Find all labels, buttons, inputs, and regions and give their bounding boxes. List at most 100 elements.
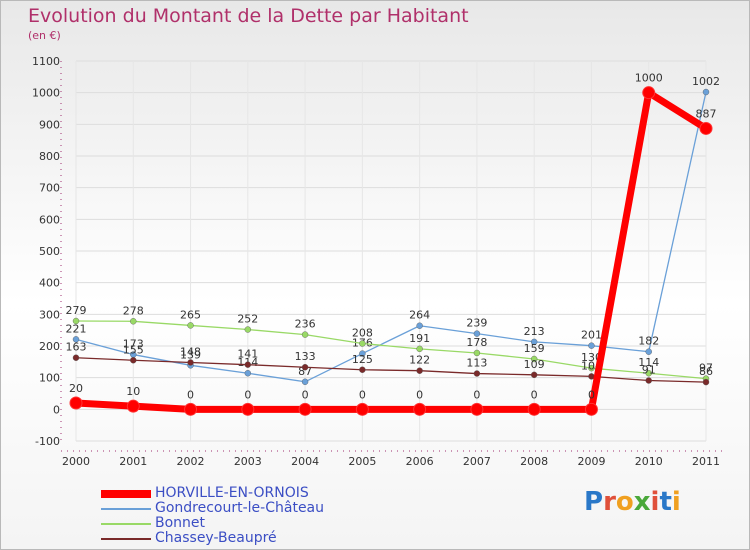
data-label: 278 xyxy=(123,304,144,317)
data-label: 10 xyxy=(126,385,140,398)
series-line xyxy=(75,91,707,383)
data-label: 87 xyxy=(298,365,312,378)
series-line xyxy=(75,357,707,383)
legend-swatch xyxy=(101,490,151,498)
logo-letter: i xyxy=(671,487,681,517)
x-tick-label: 2009 xyxy=(577,455,605,468)
x-tick-label: 2001 xyxy=(119,455,147,468)
logo-letter: x xyxy=(633,487,651,517)
legend-item: Chassey-Beaupré xyxy=(101,530,401,547)
data-point xyxy=(72,317,80,325)
data-label: 113 xyxy=(466,357,487,370)
data-point xyxy=(301,364,309,371)
y-tick-label: 1000 xyxy=(32,87,60,100)
y-tick-label: 400 xyxy=(39,277,60,290)
data-point xyxy=(416,367,423,374)
data-point xyxy=(72,336,80,343)
data-label: 1002 xyxy=(692,75,720,88)
data-label: 0 xyxy=(359,388,366,401)
logo-letter: i xyxy=(650,487,660,517)
x-tick-label: 2007 xyxy=(463,455,491,468)
data-point xyxy=(530,355,538,363)
data-label: 191 xyxy=(409,332,430,345)
data-label: 265 xyxy=(180,308,201,321)
x-tick-label: 2000 xyxy=(62,455,90,468)
logo-letter: t xyxy=(659,487,672,517)
data-label: 173 xyxy=(123,338,144,351)
data-point xyxy=(187,359,194,366)
data-label: 221 xyxy=(66,322,87,335)
data-label: 133 xyxy=(295,350,316,363)
data-point xyxy=(301,378,309,385)
data-label: 141 xyxy=(237,348,258,361)
data-point xyxy=(359,366,366,373)
y-tick-label: 100 xyxy=(39,372,60,385)
data-point xyxy=(187,322,194,329)
data-point xyxy=(645,348,652,355)
data-point xyxy=(416,345,423,353)
data-point xyxy=(588,364,595,372)
y-tick-label: 600 xyxy=(39,213,60,226)
legend-item: Gondrecourt-le-Château xyxy=(101,500,401,517)
legend-swatch xyxy=(101,538,151,540)
data-point xyxy=(359,340,366,347)
x-tick-label: 2008 xyxy=(520,455,548,468)
data-label: 239 xyxy=(466,317,487,330)
data-point xyxy=(130,357,137,364)
data-label: 0 xyxy=(416,388,423,401)
data-label: 122 xyxy=(409,354,430,367)
data-label: 109 xyxy=(524,358,545,371)
proxiti-logo: Proxiti xyxy=(584,487,681,517)
y-tick-label: 200 xyxy=(39,340,60,353)
data-label: 178 xyxy=(466,336,487,349)
y-tick-label: 500 xyxy=(39,245,60,258)
legend-label: HORVILLE-EN-ORNOIS xyxy=(155,485,309,501)
data-label: 148 xyxy=(180,345,201,358)
data-point xyxy=(301,331,309,338)
y-tick-label: 700 xyxy=(39,182,60,195)
data-label: 182 xyxy=(638,335,659,348)
legend-swatch xyxy=(101,523,151,525)
legend-item: HORVILLE-EN-ORNOIS xyxy=(101,485,401,502)
data-point xyxy=(645,370,652,377)
x-tick-label: 2002 xyxy=(177,455,205,468)
data-point xyxy=(584,402,598,416)
legend-label: Gondrecourt-le-Château xyxy=(155,500,325,516)
chart-subtitle: (en €) xyxy=(28,29,61,42)
data-point xyxy=(642,86,656,100)
data-point xyxy=(473,370,481,377)
y-tick-label: 0 xyxy=(53,403,60,416)
data-label: 114 xyxy=(638,356,659,369)
data-label: 887 xyxy=(696,107,717,120)
data-label: 125 xyxy=(352,353,373,366)
logo-letter: r xyxy=(603,487,616,517)
data-point xyxy=(413,402,427,416)
data-point xyxy=(298,402,312,416)
data-label: 97 xyxy=(699,362,713,375)
data-point xyxy=(530,371,538,379)
data-point xyxy=(645,377,652,384)
y-tick-label: -100 xyxy=(35,435,60,448)
y-tick-label: 1100 xyxy=(32,55,60,68)
data-point xyxy=(416,322,423,329)
data-point xyxy=(130,318,137,325)
data-label: 0 xyxy=(302,388,309,401)
data-point xyxy=(244,370,252,377)
logo-letter: o xyxy=(615,487,634,517)
data-point xyxy=(244,326,252,333)
data-label: 91 xyxy=(642,364,656,377)
data-label: 213 xyxy=(524,325,545,338)
x-tick-label: 2011 xyxy=(692,455,720,468)
legend-swatch xyxy=(101,508,151,510)
logo-letter: P xyxy=(584,487,604,517)
data-label: 139 xyxy=(180,348,201,361)
data-label: 0 xyxy=(588,388,595,401)
data-label: 20 xyxy=(69,382,83,395)
data-point xyxy=(126,399,140,413)
x-tick-label: 2004 xyxy=(291,455,319,468)
data-point xyxy=(244,361,252,368)
data-label: 279 xyxy=(66,304,87,317)
x-tick-label: 2003 xyxy=(234,455,262,468)
data-point xyxy=(473,349,481,357)
